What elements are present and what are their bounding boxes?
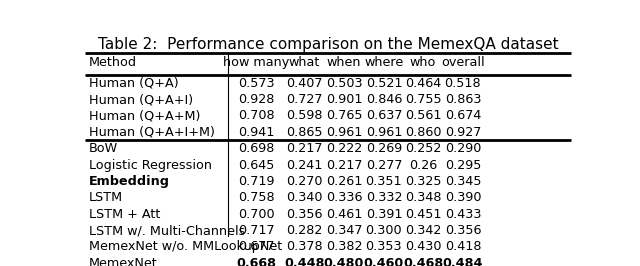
Text: MemexNet w/o. MMLookupNet: MemexNet w/o. MMLookupNet xyxy=(89,240,282,253)
Text: 0.348: 0.348 xyxy=(404,191,441,204)
Text: BoW: BoW xyxy=(89,142,118,155)
Text: 0.26: 0.26 xyxy=(409,159,437,172)
Text: 0.277: 0.277 xyxy=(365,159,402,172)
Text: 0.941: 0.941 xyxy=(238,126,275,139)
Text: who: who xyxy=(410,56,436,69)
Text: Embedding: Embedding xyxy=(89,175,170,188)
Text: 0.708: 0.708 xyxy=(238,109,275,122)
Text: MemexNet: MemexNet xyxy=(89,257,157,266)
Text: 0.433: 0.433 xyxy=(445,208,481,221)
Text: 0.645: 0.645 xyxy=(238,159,275,172)
Text: Human (Q+A+I): Human (Q+A+I) xyxy=(89,93,193,106)
Text: 0.668: 0.668 xyxy=(236,257,276,266)
Text: 0.846: 0.846 xyxy=(365,93,402,106)
Text: 0.927: 0.927 xyxy=(445,126,481,139)
Text: 0.765: 0.765 xyxy=(326,109,362,122)
Text: how many: how many xyxy=(223,56,289,69)
Text: 0.460: 0.460 xyxy=(364,257,404,266)
Text: 0.222: 0.222 xyxy=(326,142,362,155)
Text: LSTM: LSTM xyxy=(89,191,123,204)
Text: 0.269: 0.269 xyxy=(366,142,402,155)
Text: 0.717: 0.717 xyxy=(238,224,275,237)
Text: 0.217: 0.217 xyxy=(326,159,362,172)
Text: 0.261: 0.261 xyxy=(326,175,362,188)
Text: 0.270: 0.270 xyxy=(286,175,323,188)
Text: 0.356: 0.356 xyxy=(445,224,481,237)
Text: 0.901: 0.901 xyxy=(326,93,362,106)
Text: 0.345: 0.345 xyxy=(445,175,481,188)
Text: LSTM + Att: LSTM + Att xyxy=(89,208,160,221)
Text: 0.290: 0.290 xyxy=(445,142,481,155)
Text: 0.336: 0.336 xyxy=(326,191,362,204)
Text: 0.391: 0.391 xyxy=(365,208,402,221)
Text: 0.407: 0.407 xyxy=(286,77,323,90)
Text: 0.241: 0.241 xyxy=(286,159,323,172)
Text: when: when xyxy=(327,56,362,69)
Text: 0.430: 0.430 xyxy=(404,240,441,253)
Text: Human (Q+A+I+M): Human (Q+A+I+M) xyxy=(89,126,215,139)
Text: 0.698: 0.698 xyxy=(238,142,275,155)
Text: 0.677: 0.677 xyxy=(238,240,275,253)
Text: 0.300: 0.300 xyxy=(365,224,402,237)
Text: 0.758: 0.758 xyxy=(238,191,275,204)
Text: 0.451: 0.451 xyxy=(404,208,441,221)
Text: 0.325: 0.325 xyxy=(404,175,441,188)
Text: 0.351: 0.351 xyxy=(365,175,402,188)
Text: 0.332: 0.332 xyxy=(365,191,402,204)
Text: 0.598: 0.598 xyxy=(286,109,323,122)
Text: Logistic Regression: Logistic Regression xyxy=(89,159,212,172)
Text: where: where xyxy=(364,56,404,69)
Text: 0.521: 0.521 xyxy=(365,77,402,90)
Text: 0.863: 0.863 xyxy=(445,93,481,106)
Text: 0.860: 0.860 xyxy=(404,126,441,139)
Text: 0.340: 0.340 xyxy=(286,191,323,204)
Text: 0.390: 0.390 xyxy=(445,191,481,204)
Text: 0.382: 0.382 xyxy=(326,240,362,253)
Text: 0.356: 0.356 xyxy=(286,208,323,221)
Text: 0.674: 0.674 xyxy=(445,109,481,122)
Text: Human (Q+A): Human (Q+A) xyxy=(89,77,179,90)
Text: 0.961: 0.961 xyxy=(365,126,402,139)
Text: overall: overall xyxy=(441,56,484,69)
Text: 0.719: 0.719 xyxy=(238,175,275,188)
Text: 0.461: 0.461 xyxy=(326,208,362,221)
Text: 0.448: 0.448 xyxy=(284,257,324,266)
Text: 0.418: 0.418 xyxy=(445,240,481,253)
Text: 0.637: 0.637 xyxy=(365,109,402,122)
Text: 0.961: 0.961 xyxy=(326,126,362,139)
Text: 0.561: 0.561 xyxy=(404,109,441,122)
Text: 0.347: 0.347 xyxy=(326,224,362,237)
Text: what: what xyxy=(289,56,320,69)
Text: 0.353: 0.353 xyxy=(365,240,402,253)
Text: 0.503: 0.503 xyxy=(326,77,362,90)
Text: LSTM w/. Multi-Channels: LSTM w/. Multi-Channels xyxy=(89,224,245,237)
Text: 0.480: 0.480 xyxy=(324,257,364,266)
Text: 0.865: 0.865 xyxy=(286,126,323,139)
Text: 0.468: 0.468 xyxy=(403,257,443,266)
Text: 0.573: 0.573 xyxy=(238,77,275,90)
Text: Human (Q+A+M): Human (Q+A+M) xyxy=(89,109,200,122)
Text: 0.295: 0.295 xyxy=(445,159,481,172)
Text: 0.727: 0.727 xyxy=(286,93,323,106)
Text: Method: Method xyxy=(89,56,137,69)
Text: 0.755: 0.755 xyxy=(404,93,442,106)
Text: 0.252: 0.252 xyxy=(405,142,441,155)
Text: 0.217: 0.217 xyxy=(286,142,323,155)
Text: 0.378: 0.378 xyxy=(286,240,323,253)
Text: 0.928: 0.928 xyxy=(238,93,275,106)
Text: 0.518: 0.518 xyxy=(445,77,481,90)
Text: 0.700: 0.700 xyxy=(238,208,275,221)
Text: Table 2:  Performance comparison on the MemexQA dataset: Table 2: Performance comparison on the M… xyxy=(98,37,558,52)
Text: 0.282: 0.282 xyxy=(286,224,323,237)
Text: 0.484: 0.484 xyxy=(443,257,483,266)
Text: 0.464: 0.464 xyxy=(405,77,441,90)
Text: 0.342: 0.342 xyxy=(405,224,441,237)
